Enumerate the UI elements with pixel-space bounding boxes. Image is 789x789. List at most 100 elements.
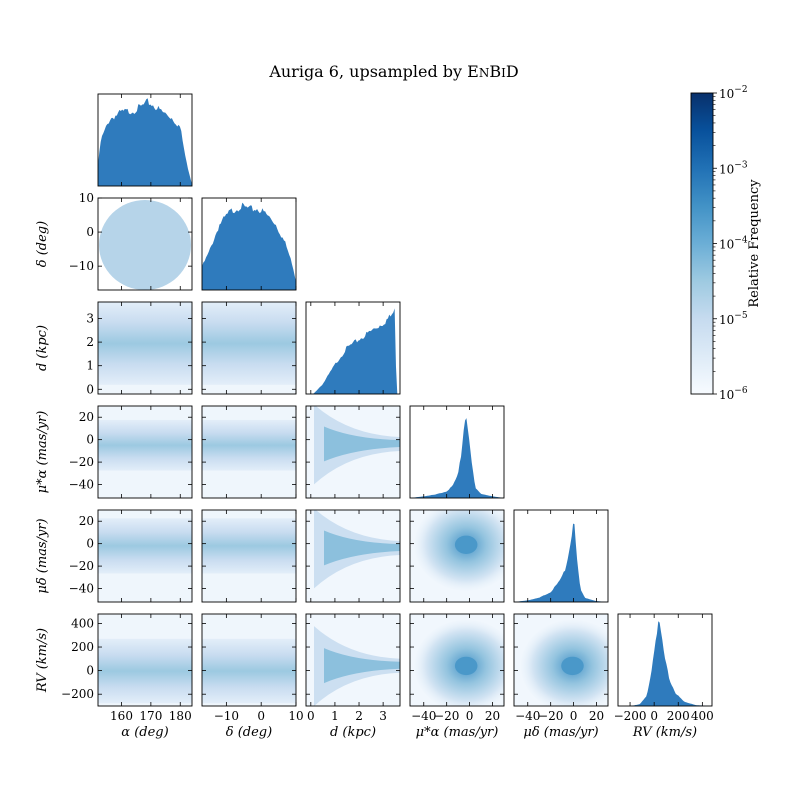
y-tick-label: 400 bbox=[71, 616, 94, 630]
panel-alpha-rv: 160 170 180 −200 0 200 400 bbox=[61, 613, 193, 723]
y-tick-label: 0 bbox=[86, 537, 94, 551]
x-tick-label: −20 bbox=[538, 709, 563, 723]
density-disk bbox=[99, 200, 191, 290]
x-tick-label: 160 bbox=[110, 709, 133, 723]
x-tick-label: 0 bbox=[466, 709, 474, 723]
histogram-alpha bbox=[98, 98, 192, 186]
panel-d-pmdec bbox=[305, 509, 401, 603]
panel-frame bbox=[97, 301, 193, 395]
panel-frame bbox=[97, 509, 193, 603]
y-tick-label: 1 bbox=[86, 359, 94, 373]
y-tick-label: 200 bbox=[71, 640, 94, 654]
panel-pmra-pmra bbox=[409, 405, 505, 499]
y-tick-label: 20 bbox=[79, 514, 94, 528]
panel-frame bbox=[97, 613, 193, 707]
y-axis-label-delta: δ (deg) bbox=[35, 221, 50, 267]
panel-frame bbox=[409, 405, 505, 499]
y-tick-label: 20 bbox=[79, 410, 94, 424]
panel-rv-rv: −200 0 200 400 bbox=[614, 613, 714, 723]
colorbar-tick-label: 10−4 bbox=[719, 236, 748, 252]
colorbar-label: Relative Frequency bbox=[747, 179, 762, 308]
y-tick-label: 10 bbox=[79, 191, 94, 205]
panel-d-rv: 0 1 2 3 bbox=[305, 613, 401, 723]
x-tick-label: −200 bbox=[614, 709, 647, 723]
panel-alpha-delta: −10 0 10 bbox=[69, 191, 193, 291]
x-tick-label: 2 bbox=[355, 709, 363, 723]
x-tick-label: 20 bbox=[589, 709, 604, 723]
y-tick-label: 0 bbox=[86, 664, 94, 678]
histogram-delta bbox=[202, 202, 296, 290]
panel-delta-rv: −10 0 10 bbox=[201, 613, 304, 723]
panel-pmdec-pmdec bbox=[513, 509, 609, 603]
y-tick-label: −200 bbox=[61, 687, 94, 701]
x-tick-label: 170 bbox=[139, 709, 162, 723]
y-tick-label: 0 bbox=[86, 433, 94, 447]
y-tick-label: 0 bbox=[86, 382, 94, 396]
panel-pmra-rv: −40−20 0 20 bbox=[409, 613, 505, 723]
panel-frame bbox=[305, 405, 401, 499]
panel-alpha-d: 0 1 2 3 bbox=[86, 301, 193, 396]
panel-frame bbox=[201, 405, 297, 499]
panel-frame bbox=[97, 93, 193, 187]
x-tick-label: 0 bbox=[257, 709, 265, 723]
x-axis-label-delta: δ (deg) bbox=[226, 725, 272, 740]
panel-alpha-pmra: −40 −20 0 20 bbox=[69, 405, 193, 499]
y-tick-label: 0 bbox=[86, 225, 94, 239]
histogram-pmdec bbox=[514, 523, 608, 602]
panel-alpha-pmdec: −40 −20 0 20 bbox=[69, 509, 193, 603]
panel-frame bbox=[97, 405, 193, 499]
panel-frame bbox=[97, 197, 193, 291]
x-tick-label: 0 bbox=[307, 709, 315, 723]
density-band bbox=[202, 518, 296, 574]
colorbar-tick-label: 10−6 bbox=[719, 386, 748, 402]
x-tick-label: −20 bbox=[434, 709, 459, 723]
x-axis-label-pmra: μ*α (mas/yr) bbox=[416, 725, 499, 740]
colorbar-scale bbox=[690, 92, 714, 395]
panel-d-pmra bbox=[305, 405, 401, 499]
colorbar: 10−2 10−3 10−4 10−5 10−6 Relative Frequency bbox=[690, 85, 762, 402]
histogram-rv bbox=[618, 621, 712, 706]
panel-frame bbox=[409, 509, 505, 603]
x-tick-label: −40 bbox=[411, 709, 436, 723]
y-tick-label: −20 bbox=[69, 559, 94, 573]
y-axis-label-pmra: μ*α (mas/yr) bbox=[35, 411, 50, 494]
x-axis-label-pmdec: μδ (mas/yr) bbox=[523, 725, 598, 740]
panel-delta-d bbox=[201, 301, 297, 395]
x-tick-label: 0 bbox=[570, 709, 578, 723]
x-tick-label: 3 bbox=[379, 709, 387, 723]
x-axis-label-d: d (kpc) bbox=[330, 725, 376, 740]
y-tick-label: 2 bbox=[86, 335, 94, 349]
density-band bbox=[98, 638, 192, 704]
histogram-pmra bbox=[410, 418, 504, 498]
density-band bbox=[98, 302, 192, 385]
colorbar-tick-label: 10−5 bbox=[719, 311, 748, 327]
panel-frame bbox=[305, 509, 401, 603]
x-tick-label: 200 bbox=[667, 709, 690, 723]
x-tick-label: −40 bbox=[515, 709, 540, 723]
y-axis-label-pmdec: μδ (mas/yr) bbox=[35, 518, 50, 593]
y-tick-label: 3 bbox=[86, 312, 94, 326]
panel-frame bbox=[201, 509, 297, 603]
panel-frame bbox=[305, 613, 401, 707]
x-axis-label-alpha: α (deg) bbox=[121, 725, 168, 740]
density-band bbox=[98, 419, 192, 471]
histogram-d bbox=[306, 308, 400, 394]
y-axis-label-d: d (kpc) bbox=[35, 325, 50, 371]
y-tick-label: −20 bbox=[69, 455, 94, 469]
panel-frame bbox=[201, 613, 297, 707]
panel-frame bbox=[513, 509, 609, 603]
density-band bbox=[202, 302, 296, 385]
panel-pmra-pmdec bbox=[409, 509, 505, 603]
panel-frame bbox=[201, 301, 297, 395]
panel-frame bbox=[409, 613, 505, 707]
density-band bbox=[202, 638, 296, 704]
panel-d-d bbox=[305, 301, 401, 395]
panel-frame bbox=[201, 197, 297, 291]
density-band bbox=[202, 419, 296, 471]
colorbar-tick-label: 10−3 bbox=[719, 160, 748, 176]
x-tick-label: 1 bbox=[331, 709, 339, 723]
density-band bbox=[98, 518, 192, 574]
colorbar-tick-label: 10−2 bbox=[719, 85, 748, 101]
